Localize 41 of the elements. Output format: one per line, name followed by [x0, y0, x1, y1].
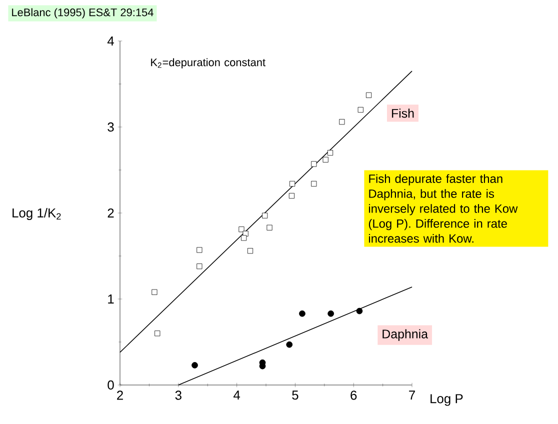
point [327, 150, 334, 156]
point [356, 308, 363, 314]
point [311, 161, 317, 167]
point [152, 289, 158, 295]
point [288, 193, 294, 199]
point [262, 212, 268, 218]
point [322, 156, 328, 162]
point [247, 248, 254, 254]
x-tick-label: 3 [175, 390, 182, 400]
point [286, 341, 293, 348]
point [289, 180, 296, 187]
point [192, 362, 198, 368]
y-tick-label: 1 [108, 294, 114, 304]
x-tick-label: 4 [234, 390, 240, 400]
point [238, 226, 244, 232]
point [328, 310, 334, 317]
annotation: K$_{2}$=depuration constant [151, 58, 266, 68]
point [358, 107, 364, 113]
x-tick-label: 7 [409, 390, 415, 400]
y-axis-title: Log 1/K$_{2}$ [12, 208, 61, 220]
text: LeBlanc (1995) ES&T 29:154 [12, 8, 154, 18]
point [339, 119, 345, 125]
x-axis-title: Log P [430, 394, 463, 406]
annotation: Fish depurate faster than Daphnia, but the rate is inversely related to the Kow (Log P). Difference in rate increases with Kow. [368, 174, 518, 243]
y-tick-label: 3 [108, 122, 114, 132]
x-tick-label: 5 [292, 390, 298, 400]
point [196, 264, 202, 270]
point [196, 247, 202, 253]
point [241, 235, 247, 241]
point [154, 330, 160, 336]
y-tick-label: 2 [108, 208, 114, 218]
point [366, 92, 372, 98]
x-tick-label: 6 [350, 390, 357, 400]
point [311, 180, 317, 187]
point [266, 224, 272, 230]
text: Daphnia [382, 329, 428, 341]
y-tick-label: 4 [107, 36, 114, 46]
x-tick-label: 2 [117, 390, 123, 400]
series-label: Fish [392, 108, 414, 118]
y-tick-label: 0 [108, 380, 114, 390]
point [299, 310, 306, 317]
